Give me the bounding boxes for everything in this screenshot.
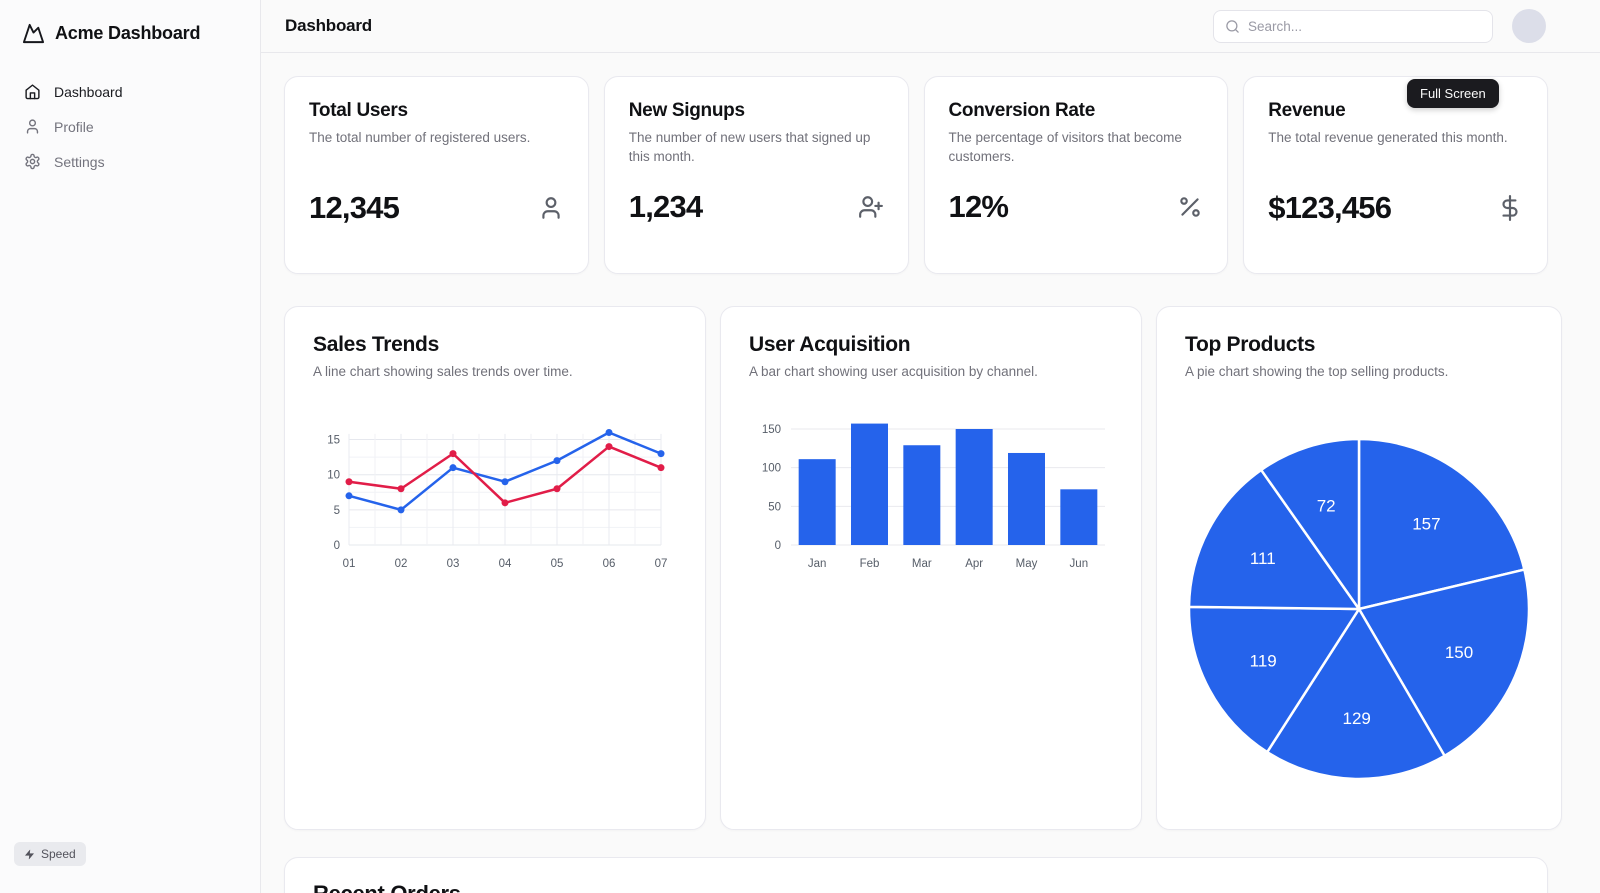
- svg-text:100: 100: [762, 463, 781, 475]
- svg-text:01: 01: [343, 558, 356, 570]
- stat-title: Revenue: [1268, 100, 1346, 121]
- sidebar-item-settings[interactable]: Settings: [14, 145, 246, 178]
- svg-text:05: 05: [551, 558, 564, 570]
- avatar[interactable]: [1512, 9, 1546, 43]
- percent-icon: [1177, 194, 1203, 220]
- user-acquisition-bar-chart: 0 50 100 150 Jan Feb Mar Apr May Jun: [762, 423, 1105, 570]
- gear-icon: [24, 153, 41, 170]
- svg-text:03: 03: [447, 558, 460, 570]
- svg-text:5: 5: [334, 505, 340, 517]
- content: Total Users The total number of register…: [261, 53, 1600, 893]
- svg-text:0: 0: [775, 540, 781, 552]
- sidebar-item-label: Settings: [54, 153, 105, 170]
- page-title: Dashboard: [285, 16, 372, 35]
- user-plus-icon: [858, 194, 884, 220]
- svg-text:Mar: Mar: [912, 558, 932, 570]
- stat-title: New Signups: [628, 100, 745, 121]
- stat-card-new-signups: New Signups The number of new users that…: [603, 76, 909, 274]
- sidebar: Acme Dashboard Dashboard Profile Setting…: [0, 0, 261, 893]
- stat-card-conversion-rate: Conversion Rate The percentage of visito…: [923, 76, 1229, 274]
- mountain-logo-icon: [22, 22, 45, 45]
- svg-text:0: 0: [334, 540, 340, 552]
- stat-value: 12,345: [309, 189, 400, 225]
- sidebar-nav: Dashboard Profile Settings: [14, 75, 246, 178]
- speed-badge-label: Speed: [41, 847, 76, 861]
- stat-title: Total Users: [309, 100, 408, 121]
- sidebar-item-profile[interactable]: Profile: [14, 110, 246, 143]
- svg-text:02: 02: [395, 558, 408, 570]
- search-box[interactable]: [1213, 9, 1493, 43]
- svg-text:Apr: Apr: [965, 558, 983, 570]
- user-icon: [538, 195, 564, 221]
- svg-text:157: 157: [1412, 515, 1440, 534]
- svg-text:04: 04: [499, 558, 512, 570]
- svg-text:72: 72: [1317, 496, 1336, 515]
- recent-orders-card: Recent Orders: [284, 857, 1548, 893]
- svg-text:Feb: Feb: [860, 558, 880, 570]
- svg-text:15: 15: [327, 435, 340, 447]
- svg-text:Jun: Jun: [1070, 558, 1089, 570]
- stat-description: The total number of registered users.: [309, 130, 531, 145]
- user-icon: [24, 118, 41, 135]
- svg-text:111: 111: [1250, 549, 1276, 568]
- top-products-pie-chart: 157 150 129 119 111 72: [1187, 437, 1531, 781]
- svg-text:150: 150: [762, 424, 781, 436]
- stat-card-revenue: Revenue The total revenue generated this…: [1243, 76, 1548, 274]
- svg-text:119: 119: [1250, 652, 1277, 671]
- svg-text:10: 10: [327, 470, 340, 482]
- stat-description: The total revenue generated this month.: [1268, 130, 1508, 145]
- svg-text:06: 06: [603, 558, 616, 570]
- brand: Acme Dashboard: [14, 16, 246, 47]
- search-input[interactable]: [1248, 18, 1481, 34]
- tooltip-label: Full Screen: [1420, 86, 1486, 101]
- svg-text:150: 150: [1445, 643, 1473, 662]
- chart-title: User Acquisition: [749, 333, 911, 356]
- main-area: Dashboard Total Users The total number o…: [261, 0, 1600, 893]
- chart-description: A line chart showing sales trends over t…: [313, 364, 573, 379]
- charts-row: Sales Trends A line chart showing sales …: [284, 306, 1562, 830]
- recent-orders-title: Recent Orders: [313, 881, 1519, 893]
- top-products-card: Top Products A pie chart showing the top…: [1156, 306, 1562, 830]
- svg-text:May: May: [1016, 558, 1038, 570]
- stat-title: Conversion Rate: [948, 100, 1096, 121]
- topbar: Dashboard: [261, 0, 1600, 53]
- stats-row: Total Users The total number of register…: [284, 76, 1548, 274]
- stat-value: 12%: [948, 189, 1009, 225]
- stat-description: The percentage of visitors that become c…: [948, 130, 1182, 164]
- sidebar-item-dashboard[interactable]: Dashboard: [14, 75, 246, 108]
- lightning-bolt-icon: [24, 848, 35, 861]
- svg-text:07: 07: [655, 558, 668, 570]
- brand-name: Acme Dashboard: [55, 23, 201, 43]
- svg-text:Jan: Jan: [808, 558, 827, 570]
- stat-value: 1,234: [628, 189, 703, 225]
- chart-title: Sales Trends: [313, 333, 439, 356]
- stat-card-total-users: Total Users The total number of register…: [284, 76, 589, 274]
- chart-title: Top Products: [1185, 333, 1316, 356]
- stat-description: The number of new users that signed up t…: [628, 130, 871, 164]
- user-acquisition-card: User Acquisition A bar chart showing use…: [720, 306, 1142, 830]
- svg-text:50: 50: [768, 501, 781, 513]
- search-icon: [1225, 19, 1240, 34]
- home-icon: [24, 83, 41, 100]
- dollar-icon: [1497, 194, 1523, 221]
- chart-description: A pie chart showing the top selling prod…: [1185, 364, 1449, 379]
- stat-value: $123,456: [1268, 189, 1392, 225]
- full-screen-tooltip: Full Screen: [1407, 79, 1499, 108]
- sidebar-item-label: Profile: [54, 118, 94, 135]
- sidebar-item-label: Dashboard: [54, 83, 123, 100]
- chart-description: A bar chart showing user acquisition by …: [749, 364, 1038, 379]
- sales-trends-card: Sales Trends A line chart showing sales …: [284, 306, 706, 830]
- svg-text:129: 129: [1342, 709, 1370, 728]
- speed-badge[interactable]: Speed: [14, 842, 86, 866]
